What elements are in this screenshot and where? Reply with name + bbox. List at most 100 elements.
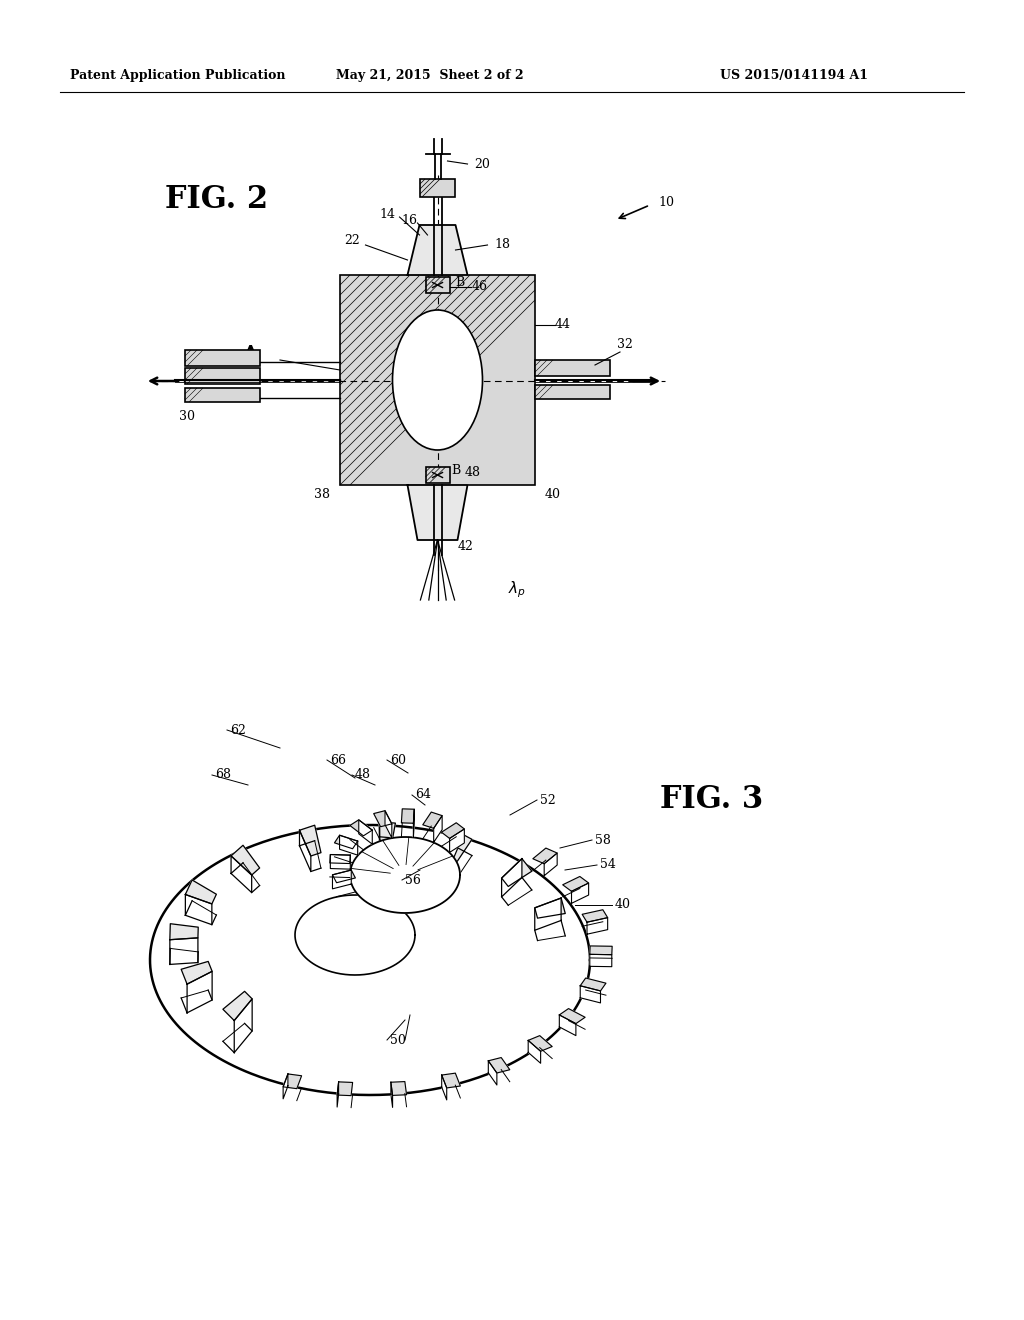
- Polygon shape: [391, 1081, 407, 1096]
- Polygon shape: [185, 880, 216, 904]
- Polygon shape: [587, 917, 607, 935]
- Bar: [340, 275, 535, 484]
- Bar: [185, 350, 260, 366]
- Polygon shape: [150, 825, 590, 1096]
- Polygon shape: [295, 895, 415, 975]
- Polygon shape: [333, 870, 355, 883]
- Text: 40: 40: [615, 899, 631, 912]
- Text: 64: 64: [415, 788, 431, 801]
- Polygon shape: [581, 978, 606, 991]
- Text: 50: 50: [390, 1034, 406, 1047]
- Text: 44: 44: [555, 318, 571, 331]
- Polygon shape: [391, 1082, 392, 1107]
- Text: 14: 14: [380, 209, 395, 222]
- Polygon shape: [544, 853, 557, 875]
- Polygon shape: [528, 1036, 552, 1051]
- Polygon shape: [502, 858, 531, 887]
- Bar: [185, 388, 260, 403]
- Polygon shape: [441, 822, 464, 838]
- Text: 30: 30: [179, 409, 195, 422]
- Polygon shape: [535, 898, 561, 931]
- Text: Patent Application Publication: Patent Application Publication: [70, 69, 286, 82]
- Polygon shape: [337, 1082, 339, 1107]
- Polygon shape: [535, 898, 565, 919]
- Polygon shape: [408, 224, 468, 275]
- Text: US 2015/0141194 A1: US 2015/0141194 A1: [720, 69, 868, 82]
- Polygon shape: [441, 1074, 446, 1100]
- Polygon shape: [337, 1082, 352, 1096]
- Polygon shape: [299, 830, 311, 871]
- Polygon shape: [333, 870, 351, 888]
- Polygon shape: [374, 810, 392, 826]
- Text: 38: 38: [314, 488, 330, 502]
- Polygon shape: [335, 836, 357, 849]
- Polygon shape: [185, 895, 212, 925]
- Bar: [420, 180, 455, 197]
- Bar: [535, 385, 610, 399]
- Polygon shape: [590, 954, 611, 966]
- Polygon shape: [581, 986, 600, 1003]
- Polygon shape: [563, 876, 589, 891]
- Text: 40: 40: [545, 488, 561, 502]
- Text: 42: 42: [458, 540, 473, 553]
- Text: FIG. 3: FIG. 3: [660, 784, 763, 816]
- Text: A: A: [242, 345, 259, 366]
- Polygon shape: [223, 991, 252, 1020]
- Polygon shape: [350, 820, 373, 836]
- Text: 68: 68: [215, 768, 231, 781]
- Bar: [426, 467, 450, 483]
- Text: 56: 56: [406, 874, 421, 887]
- Polygon shape: [331, 854, 350, 869]
- Text: 16: 16: [401, 214, 418, 227]
- Polygon shape: [401, 809, 415, 824]
- Bar: [426, 277, 450, 293]
- Text: 52: 52: [540, 793, 556, 807]
- Text: 22: 22: [345, 234, 360, 247]
- Polygon shape: [446, 832, 472, 863]
- Bar: [185, 368, 260, 384]
- Text: 48: 48: [355, 768, 371, 781]
- Polygon shape: [187, 972, 212, 1012]
- Polygon shape: [283, 1074, 288, 1098]
- Polygon shape: [532, 847, 557, 863]
- Polygon shape: [559, 1015, 575, 1036]
- Polygon shape: [502, 858, 522, 896]
- Polygon shape: [423, 812, 442, 829]
- Polygon shape: [488, 1057, 510, 1073]
- Text: May 21, 2015  Sheet 2 of 2: May 21, 2015 Sheet 2 of 2: [336, 69, 524, 82]
- Text: 66: 66: [330, 754, 346, 767]
- Polygon shape: [231, 855, 252, 892]
- Polygon shape: [434, 816, 442, 842]
- Text: B: B: [451, 463, 460, 477]
- Text: 46: 46: [471, 281, 487, 293]
- Polygon shape: [441, 1073, 461, 1088]
- Polygon shape: [170, 937, 198, 965]
- Polygon shape: [583, 909, 607, 923]
- Polygon shape: [450, 829, 464, 853]
- Text: 48: 48: [465, 466, 480, 479]
- Polygon shape: [571, 883, 589, 903]
- Polygon shape: [528, 1040, 541, 1064]
- Polygon shape: [170, 924, 199, 940]
- Text: 10: 10: [658, 195, 674, 209]
- Polygon shape: [358, 820, 373, 845]
- Polygon shape: [181, 961, 212, 985]
- Text: 18: 18: [495, 239, 511, 252]
- Text: 62: 62: [230, 723, 246, 737]
- Polygon shape: [380, 822, 395, 851]
- Polygon shape: [446, 832, 458, 874]
- Polygon shape: [559, 1008, 585, 1023]
- Polygon shape: [590, 946, 612, 954]
- Polygon shape: [350, 837, 460, 913]
- Polygon shape: [408, 484, 468, 540]
- Polygon shape: [299, 825, 321, 855]
- Text: 32: 32: [617, 338, 633, 351]
- Text: 20: 20: [474, 157, 490, 170]
- Polygon shape: [283, 1074, 302, 1089]
- Polygon shape: [385, 810, 392, 838]
- Ellipse shape: [392, 310, 482, 450]
- Text: 60: 60: [390, 754, 406, 767]
- Bar: [535, 360, 610, 376]
- Polygon shape: [234, 999, 252, 1052]
- Text: FIG. 2: FIG. 2: [165, 185, 268, 215]
